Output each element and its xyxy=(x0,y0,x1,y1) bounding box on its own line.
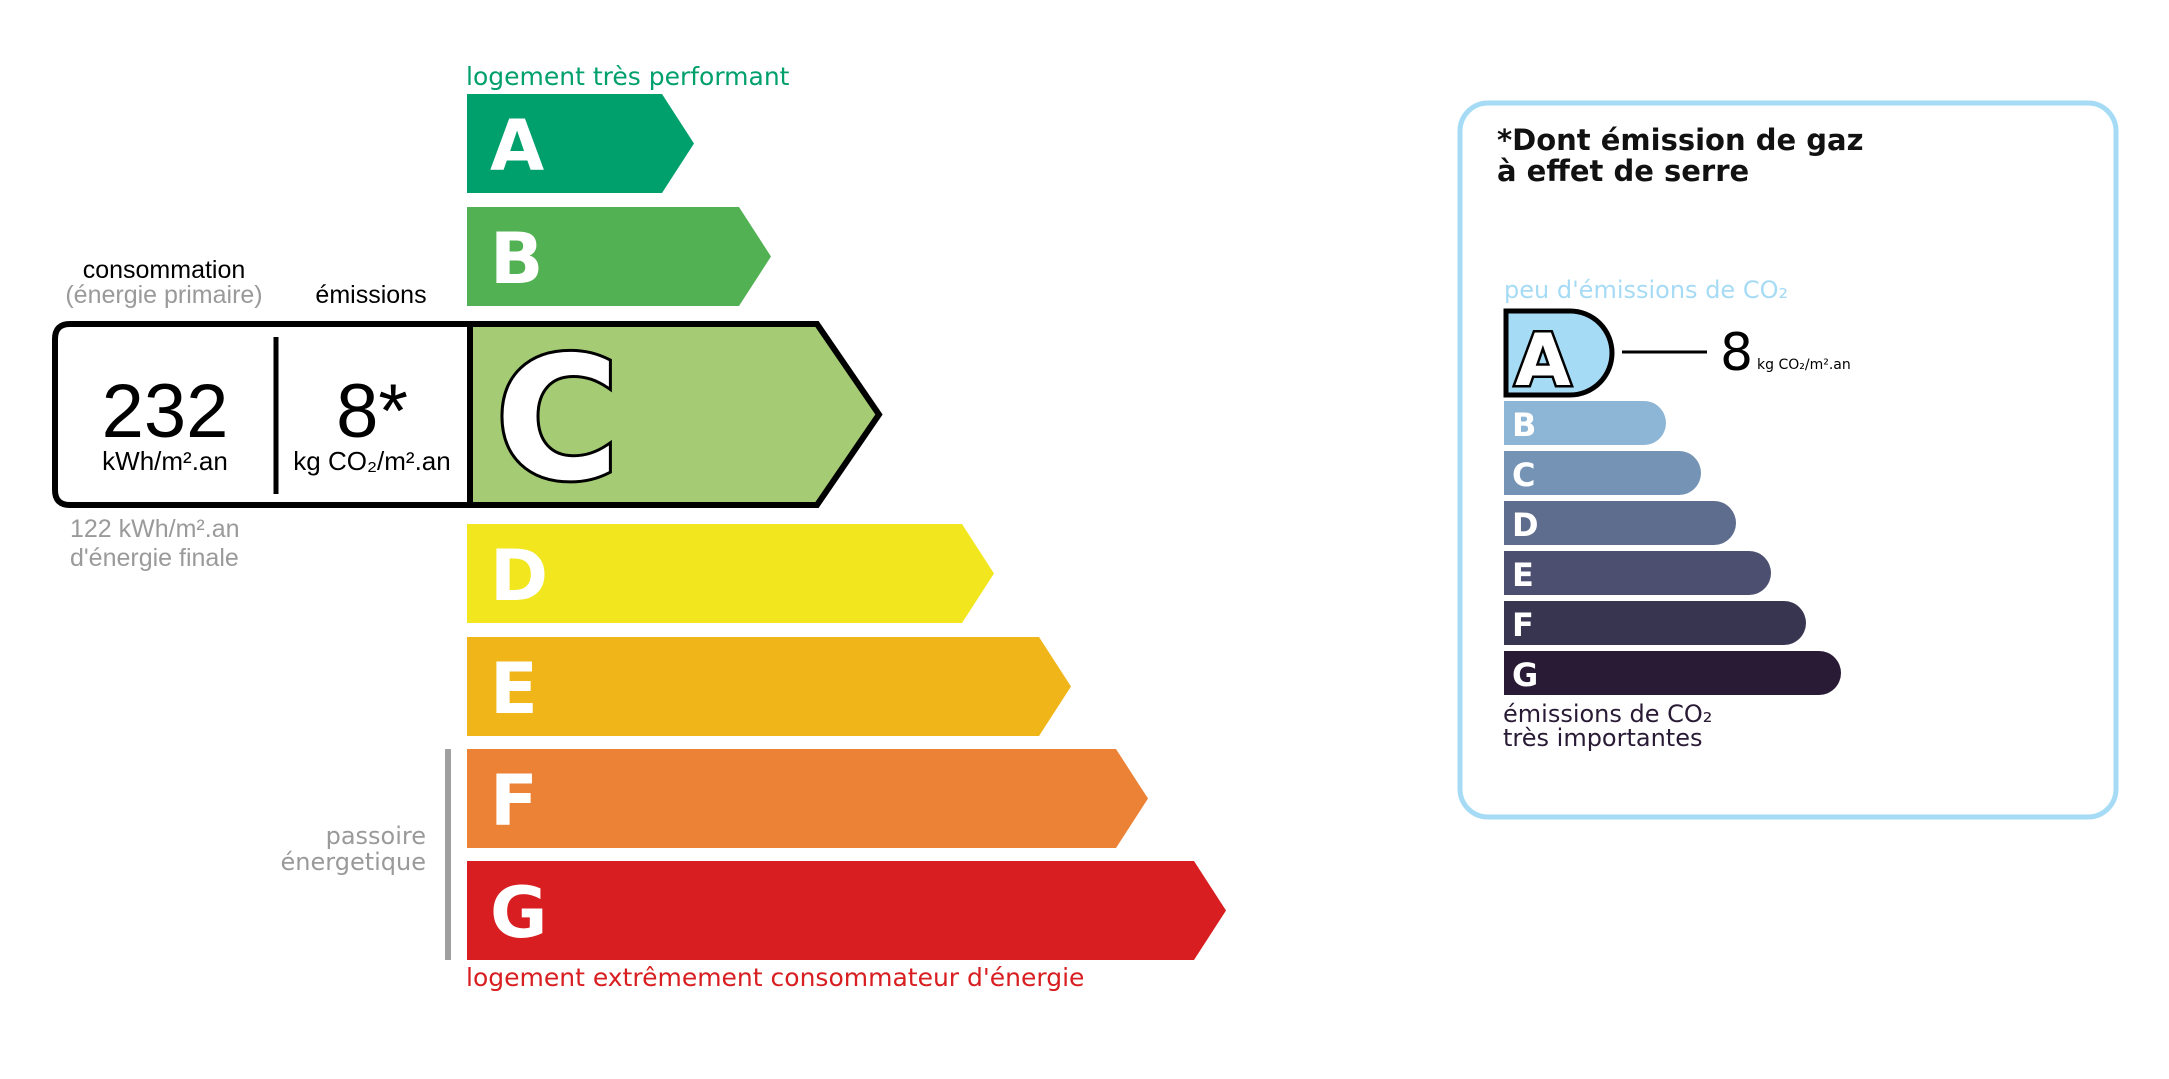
energy-class-c: C xyxy=(467,318,883,522)
energy-letter: G xyxy=(490,872,547,954)
energy-bar xyxy=(467,749,1148,848)
ges-bottom-label-1: émissions de CO₂ xyxy=(1503,700,1712,728)
energy-letter: F xyxy=(490,760,538,842)
ges-bar xyxy=(1504,601,1806,645)
energy-bar xyxy=(467,524,994,623)
passoire-label-1: passoire xyxy=(326,822,426,850)
ges-class-f: F xyxy=(1504,601,1806,645)
ges-bar-current xyxy=(1503,308,1615,398)
energy-bar xyxy=(467,94,694,193)
emissions-label: émissions xyxy=(315,281,426,309)
ges-title-1: *Dont émission de gaz xyxy=(1497,123,1863,157)
ges-class-c: C xyxy=(1504,451,1701,495)
ges-bottom-label-2: très importantes xyxy=(1503,724,1703,752)
ges-letter: D xyxy=(1512,506,1539,544)
final-energy-line-1: 122 kWh/m².an xyxy=(70,515,240,543)
energy-bar xyxy=(467,861,1226,960)
energy-bar xyxy=(467,207,771,306)
energy-class-f: F xyxy=(467,749,1148,848)
value-box xyxy=(52,321,473,508)
ges-value: 8 xyxy=(1720,323,1753,383)
ges-class-a: A xyxy=(1503,308,1615,405)
ges-letter: C xyxy=(1512,456,1535,494)
energy-class-b: B xyxy=(467,207,771,306)
ges-class-b: B xyxy=(1504,401,1666,445)
energy-letter: A xyxy=(490,105,544,187)
energy-letter: D xyxy=(490,535,548,617)
energy-letter-current: C xyxy=(495,321,620,519)
ges-letter: B xyxy=(1512,406,1536,444)
consumption-unit: kWh/m².an xyxy=(102,446,228,476)
ges-letter: G xyxy=(1512,656,1538,694)
energy-class-g: G xyxy=(467,861,1226,960)
ges-top-label: peu d'émissions de CO₂ xyxy=(1504,276,1788,304)
energy-class-a: A xyxy=(467,94,694,193)
ges-letter-current: A xyxy=(1515,318,1571,402)
ges-letter: F xyxy=(1512,606,1534,644)
energy-class-d: D xyxy=(467,524,994,623)
energy-bottom-label: logement extrêmement consommateur d'éner… xyxy=(466,963,1084,992)
energy-letter: B xyxy=(490,218,543,300)
ges-title-2: à effet de serre xyxy=(1497,154,1749,188)
consumption-sublabel: (énergie primaire) xyxy=(65,281,262,309)
final-energy-line-2: d'énergie finale xyxy=(70,544,239,572)
ges-unit: kg CO₂/m².an xyxy=(1757,357,1851,373)
ges-class-e: E xyxy=(1504,551,1771,595)
ges-bar xyxy=(1504,401,1666,445)
energy-top-label: logement très performant xyxy=(466,62,790,91)
ges-class-g: G xyxy=(1504,651,1841,695)
energy-bar xyxy=(467,637,1071,736)
emissions-value: 8* xyxy=(336,369,408,454)
energy-class-e: E xyxy=(467,637,1071,736)
emissions-unit: kg CO₂/m².an xyxy=(293,446,450,476)
consumption-value: 232 xyxy=(102,369,229,454)
ges-bar xyxy=(1504,501,1736,545)
ges-bar xyxy=(1504,451,1701,495)
ges-bar xyxy=(1504,651,1841,695)
ges-letter: E xyxy=(1512,556,1534,594)
ges-bar xyxy=(1504,551,1771,595)
consumption-label: consommation xyxy=(83,256,246,284)
ges-class-d: D xyxy=(1504,501,1736,545)
energy-letter: E xyxy=(490,648,538,730)
passoire-label-2: énergetique xyxy=(281,848,426,876)
